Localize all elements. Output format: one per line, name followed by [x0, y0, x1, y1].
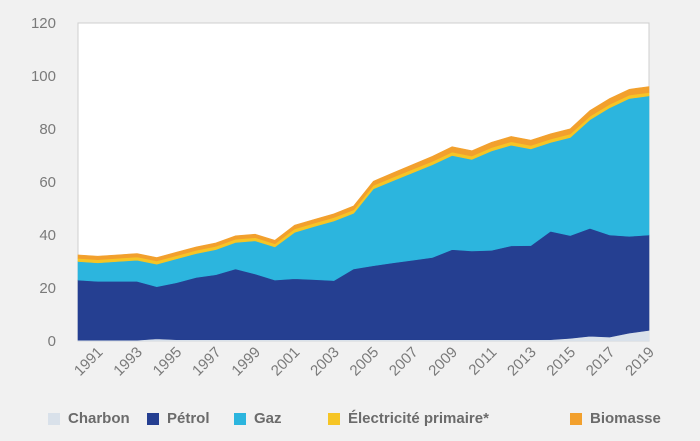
x-tick-label: 2007	[386, 344, 422, 380]
x-tick-label: 2011	[465, 344, 500, 379]
legend: Charbon Pétrol Gaz Électricité primaire*…	[0, 410, 700, 434]
x-tick-label: 2013	[504, 344, 540, 380]
legend-item-gaz: Gaz	[234, 410, 282, 427]
y-axis-tick-labels: 0 20 40 60 80 100 120	[31, 15, 56, 350]
x-tick-label: 2005	[347, 344, 383, 380]
y-tick-label: 80	[39, 121, 56, 138]
x-tick-label: 2009	[425, 344, 461, 380]
legend-label-electricite-primaire: Électricité primaire*	[348, 410, 489, 427]
legend-swatch-charbon	[48, 412, 60, 425]
x-tick-label: 1993	[110, 344, 146, 380]
legend-label-charbon: Charbon	[68, 410, 130, 427]
x-tick-label: 1997	[189, 344, 225, 380]
legend-label-biomasse: Biomasse	[590, 410, 661, 427]
x-tick-label: 2019	[622, 344, 658, 380]
legend-label-gaz: Gaz	[254, 410, 282, 427]
legend-swatch-biomasse	[570, 412, 582, 425]
y-tick-label: 0	[48, 333, 56, 350]
legend-item-electricite-primaire: Électricité primaire*	[328, 410, 489, 427]
y-tick-label: 40	[39, 227, 56, 244]
legend-item-charbon: Charbon	[48, 410, 130, 427]
legend-item-petrol: Pétrol	[147, 410, 210, 427]
legend-swatch-gaz	[234, 412, 246, 425]
y-tick-label: 20	[39, 280, 56, 297]
legend-item-biomasse: Biomasse	[570, 410, 661, 427]
y-tick-label: 100	[31, 68, 56, 85]
legend-label-petrol: Pétrol	[167, 410, 210, 427]
legend-swatch-electricite-primaire	[328, 412, 340, 425]
x-tick-label: 2001	[268, 344, 304, 380]
y-tick-label: 120	[31, 15, 56, 32]
x-tick-label: 2017	[583, 344, 619, 380]
x-tick-label: 2003	[307, 344, 343, 380]
series-areas	[77, 86, 650, 342]
y-tick-label: 60	[39, 174, 56, 191]
x-tick-label: 1999	[228, 344, 264, 380]
area-biomasse	[77, 86, 650, 262]
x-tick-label: 1995	[150, 344, 186, 380]
x-axis-tick-labels: 1991 1993 1995 1997 1999 2001 2003 2005 2007 2009…	[71, 344, 658, 380]
x-tick-label: 2015	[543, 344, 579, 380]
legend-swatch-petrol	[147, 412, 159, 425]
x-tick-label: 1991	[71, 344, 107, 380]
